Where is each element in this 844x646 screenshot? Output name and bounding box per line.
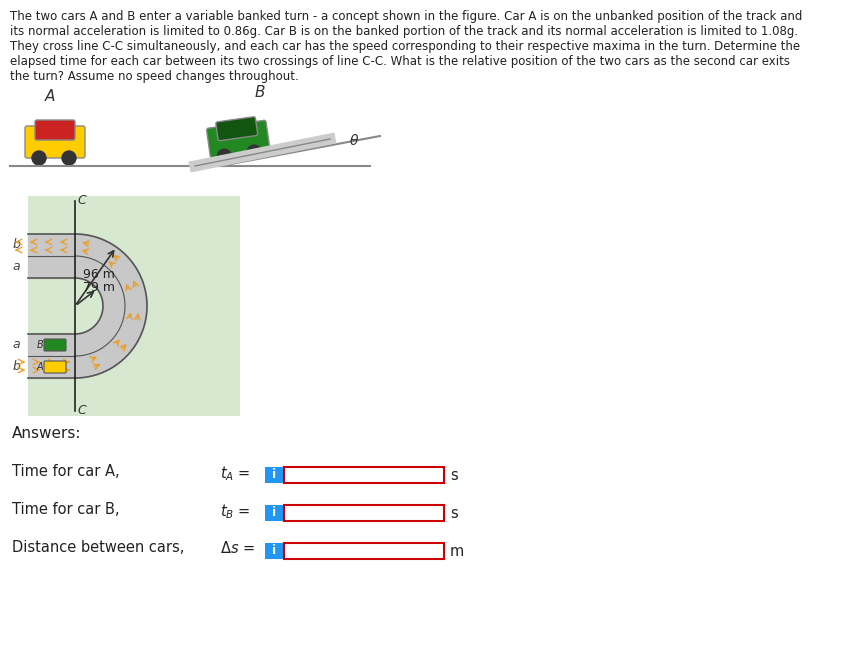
Text: B: B — [36, 340, 43, 350]
Text: $\Delta s$ =: $\Delta s$ = — [220, 540, 255, 556]
Text: b: b — [12, 238, 20, 251]
FancyBboxPatch shape — [44, 361, 66, 373]
Text: b: b — [12, 360, 20, 373]
Text: i: i — [272, 545, 276, 557]
FancyBboxPatch shape — [35, 120, 75, 140]
Text: s: s — [450, 468, 457, 483]
Text: i: i — [272, 468, 276, 481]
Polygon shape — [28, 334, 75, 378]
Text: a: a — [13, 339, 20, 351]
Polygon shape — [28, 234, 75, 278]
Text: 96 m: 96 m — [83, 268, 115, 281]
Circle shape — [62, 151, 76, 165]
FancyBboxPatch shape — [207, 120, 270, 158]
Polygon shape — [75, 234, 147, 378]
Text: B: B — [255, 85, 265, 100]
Text: C: C — [77, 194, 86, 207]
FancyBboxPatch shape — [44, 339, 66, 351]
Text: 79 m: 79 m — [83, 281, 115, 294]
FancyBboxPatch shape — [284, 467, 444, 483]
Text: a: a — [13, 260, 20, 273]
Text: The two cars A and B enter a variable banked turn - a concept shown in the figur: The two cars A and B enter a variable ba… — [10, 10, 803, 83]
Text: Time for car B,: Time for car B, — [12, 502, 120, 517]
Text: $t_A$ =: $t_A$ = — [220, 464, 251, 483]
FancyBboxPatch shape — [284, 543, 444, 559]
Text: $t_B$ =: $t_B$ = — [220, 502, 251, 521]
Circle shape — [218, 149, 231, 163]
FancyBboxPatch shape — [284, 505, 444, 521]
Text: Time for car A,: Time for car A, — [12, 464, 120, 479]
Text: θ: θ — [350, 134, 359, 148]
Text: m: m — [450, 544, 464, 559]
Bar — [28, 196, 240, 416]
Text: Distance between cars,: Distance between cars, — [12, 540, 184, 555]
Circle shape — [247, 145, 261, 159]
FancyBboxPatch shape — [216, 117, 257, 141]
Text: A: A — [36, 362, 43, 372]
FancyBboxPatch shape — [265, 505, 283, 521]
Text: C: C — [77, 404, 86, 417]
FancyBboxPatch shape — [25, 126, 85, 158]
FancyBboxPatch shape — [265, 467, 283, 483]
Text: A: A — [45, 89, 55, 104]
Text: Answers:: Answers: — [12, 426, 82, 441]
Text: i: i — [272, 506, 276, 519]
Circle shape — [32, 151, 46, 165]
Text: s: s — [450, 506, 457, 521]
FancyBboxPatch shape — [265, 543, 283, 559]
